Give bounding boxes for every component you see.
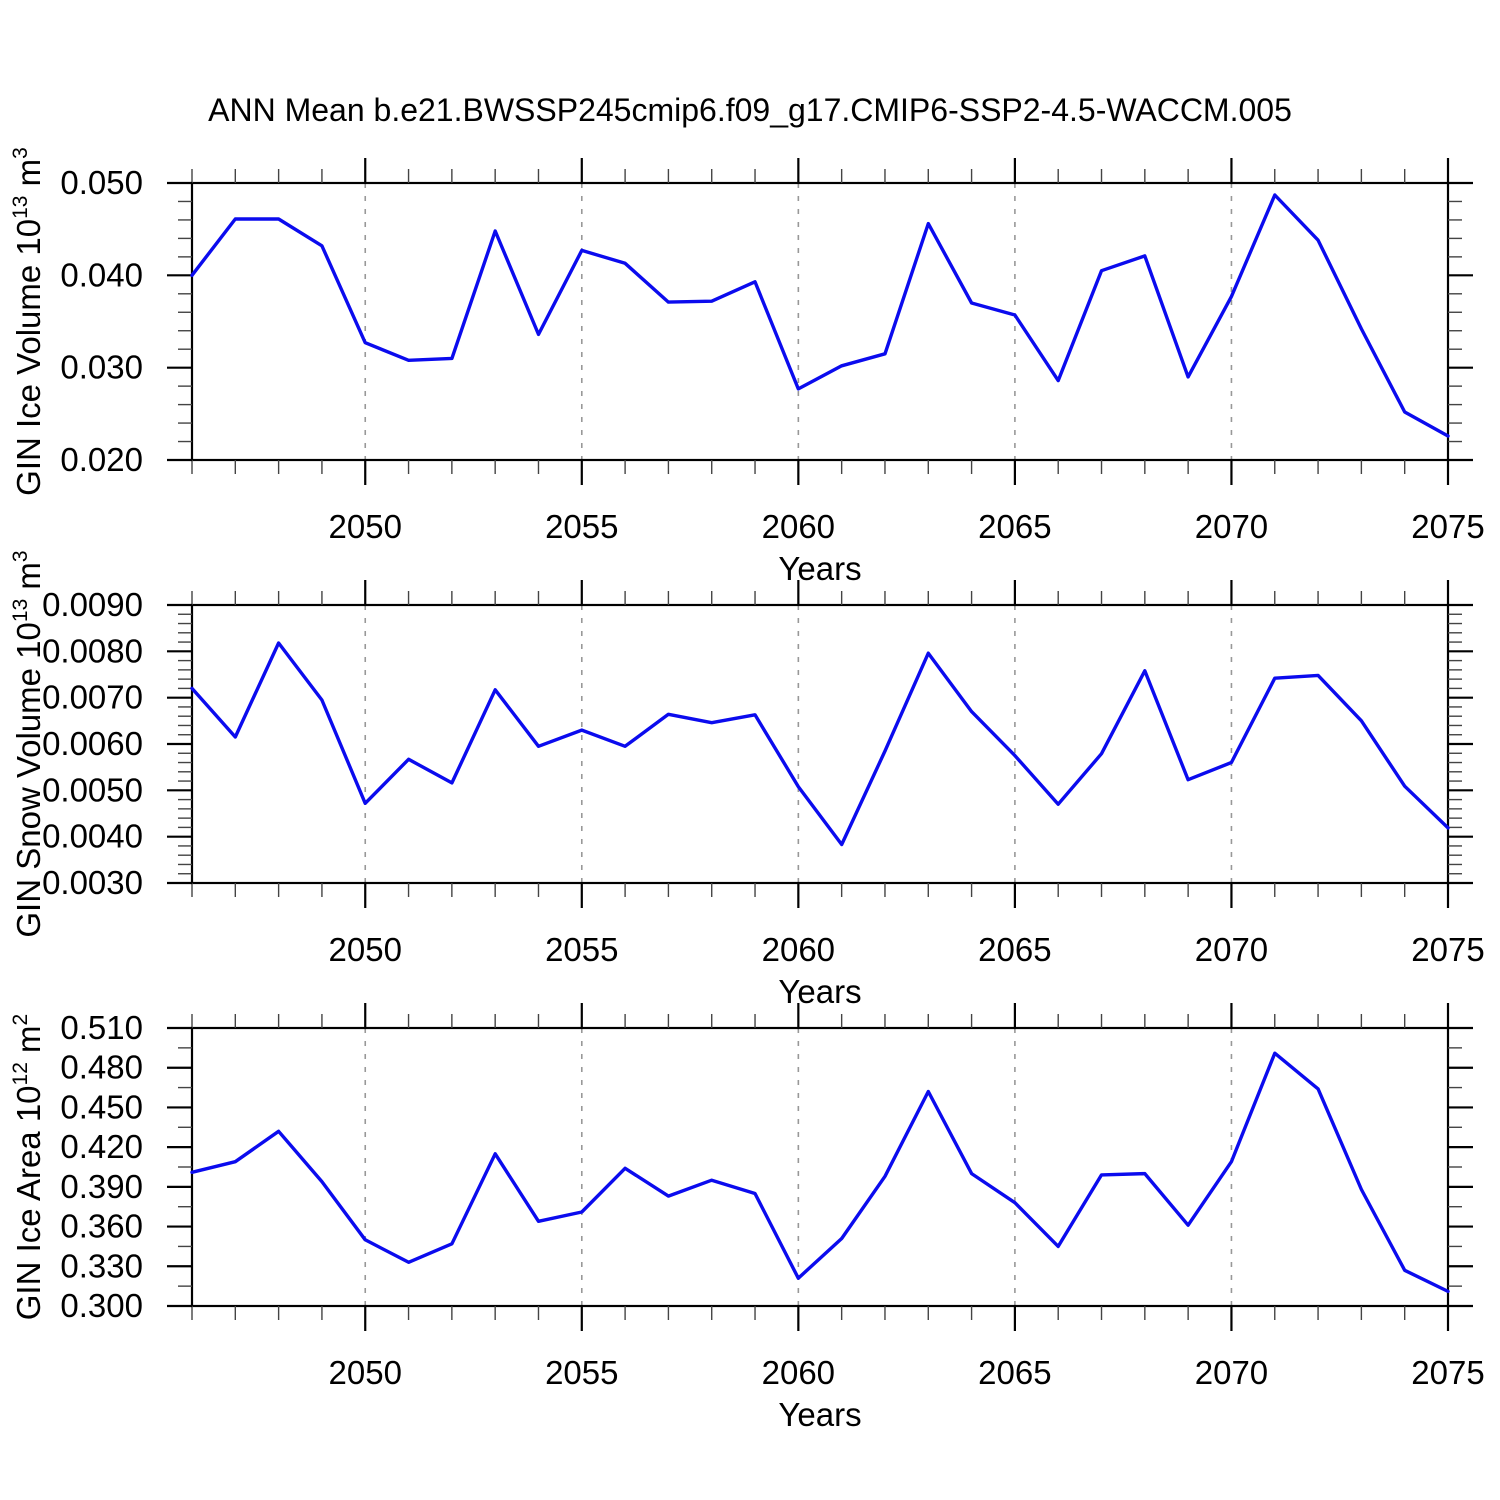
plot-frame bbox=[190, 1026, 1450, 1308]
x-tick-label: 2075 bbox=[1411, 508, 1484, 545]
x-tick-label: 2050 bbox=[329, 508, 402, 545]
x-axis-title: Years bbox=[778, 550, 861, 587]
x-tick-label: 2070 bbox=[1195, 508, 1268, 545]
y-tick-label: 0.0090 bbox=[42, 586, 143, 623]
x-tick-label: 2075 bbox=[1411, 931, 1484, 968]
y-tick-label: 0.0050 bbox=[42, 771, 143, 808]
y-axis-title: GIN Snow Volume 1013 m3 bbox=[9, 550, 47, 937]
y-tick-label: 0.0070 bbox=[42, 679, 143, 716]
y-tick-label: 0.420 bbox=[60, 1128, 143, 1165]
y-tick-label: 0.0080 bbox=[42, 632, 143, 669]
x-tick-label: 2055 bbox=[545, 508, 618, 545]
y-tick-label: 0.330 bbox=[60, 1247, 143, 1284]
x-tick-label: 2070 bbox=[1195, 1354, 1268, 1391]
chart-gin-snow-volume: 0.0030 0.0040 0.0050 0.0060 0.0070 0.0080 0.00… bbox=[9, 550, 1485, 1010]
x-tick-label: 2050 bbox=[329, 1354, 402, 1391]
x-tick-label: 2060 bbox=[762, 931, 835, 968]
y-tick-label: 0.390 bbox=[60, 1168, 143, 1205]
y-tick-label: 0.300 bbox=[60, 1287, 143, 1324]
y-tick-label: 0.360 bbox=[60, 1208, 143, 1245]
chart-gin-ice-volume: 0.020 0.030 0.040 0.050 2050 2055 2060 2065 2070… bbox=[9, 147, 1485, 587]
y-tick-label: 0.480 bbox=[60, 1049, 143, 1086]
y-tick-label: 0.450 bbox=[60, 1088, 143, 1125]
data-line bbox=[190, 641, 1450, 847]
y-axis-title: GIN Ice Volume 1013 m3 bbox=[9, 147, 47, 496]
x-tick-label: 2055 bbox=[545, 1354, 618, 1391]
data-line bbox=[190, 193, 1450, 438]
chart-gin-ice-area: 0.3000.3300.3600.3900.4200.4500.4800.510… bbox=[9, 1003, 1485, 1433]
y-tick-label: 0.050 bbox=[60, 164, 143, 201]
x-tick-label: 2065 bbox=[978, 1354, 1051, 1391]
x-tick-label: 2060 bbox=[762, 1354, 835, 1391]
x-tick-label: 2070 bbox=[1195, 931, 1268, 968]
y-tick-label: 0.510 bbox=[60, 1009, 143, 1046]
x-tick-label: 2065 bbox=[978, 931, 1051, 968]
x-tick-label: 2075 bbox=[1411, 1354, 1484, 1391]
x-tick-label: 2060 bbox=[762, 508, 835, 545]
x-axis-title: Years bbox=[778, 1396, 861, 1433]
y-tick-label: 0.030 bbox=[60, 349, 143, 386]
x-tick-label: 2065 bbox=[978, 508, 1051, 545]
plot-frame bbox=[190, 603, 1450, 885]
y-tick-label: 0.0040 bbox=[42, 818, 143, 855]
y-tick-label: 0.040 bbox=[60, 256, 143, 293]
y-axis-title: GIN Ice Area 1012 m2 bbox=[9, 1014, 47, 1321]
chart-title: ANN Mean b.e21.BWSSP245cmip6.f09_g17.CMI… bbox=[208, 92, 1292, 128]
plot-frame bbox=[190, 181, 1450, 462]
x-axis-title: Years bbox=[778, 973, 861, 1010]
y-tick-label: 0.020 bbox=[60, 441, 143, 478]
x-tick-label: 2055 bbox=[545, 931, 618, 968]
data-line bbox=[190, 1051, 1450, 1294]
x-tick-label: 2050 bbox=[329, 931, 402, 968]
y-tick-label: 0.0030 bbox=[42, 864, 143, 901]
y-tick-label: 0.0060 bbox=[42, 725, 143, 762]
